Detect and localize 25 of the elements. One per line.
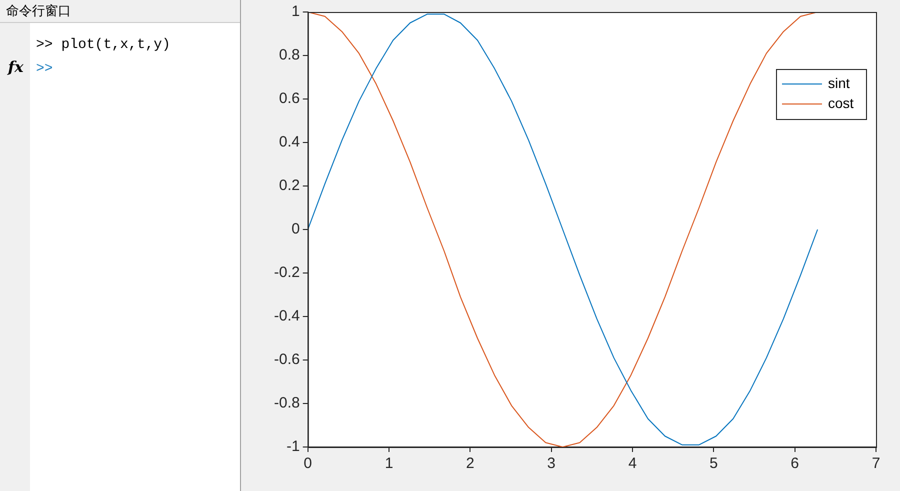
y-tick-label: 0 xyxy=(292,220,300,238)
x-tick-label: 4 xyxy=(628,455,637,472)
text: >> plot(t,x,t,y) xyxy=(36,36,170,55)
legend-label: sint xyxy=(828,74,850,91)
x-tick-label: 5 xyxy=(710,455,718,472)
x-tick-label: 6 xyxy=(790,455,800,472)
x-tick-label: 0 xyxy=(304,455,312,472)
y-tick-label: 0.8 xyxy=(278,46,300,64)
text: fx xyxy=(8,58,24,76)
text: >> xyxy=(36,60,54,79)
legend-label: cost xyxy=(828,94,854,111)
x-tick-label: 2 xyxy=(466,455,474,472)
y-tick-label: 0.6 xyxy=(278,90,300,108)
x-tick-label: 3 xyxy=(547,455,556,472)
x-tick-label: 1 xyxy=(384,455,394,472)
y-tick-label: -0.8 xyxy=(274,394,300,412)
y-tick-label: 0.4 xyxy=(278,134,300,151)
y-tick-label: -0.6 xyxy=(274,351,300,368)
y-tick-label: -1 xyxy=(286,438,300,456)
y-tick-label: -0.2 xyxy=(274,264,300,282)
x-tick-label: 7 xyxy=(872,455,880,472)
y-tick-label: 0.2 xyxy=(278,177,300,194)
y-tick-label: -0.4 xyxy=(274,308,300,325)
text: 命令行窗口 xyxy=(0,0,240,23)
y-tick-label: 1 xyxy=(292,3,300,20)
